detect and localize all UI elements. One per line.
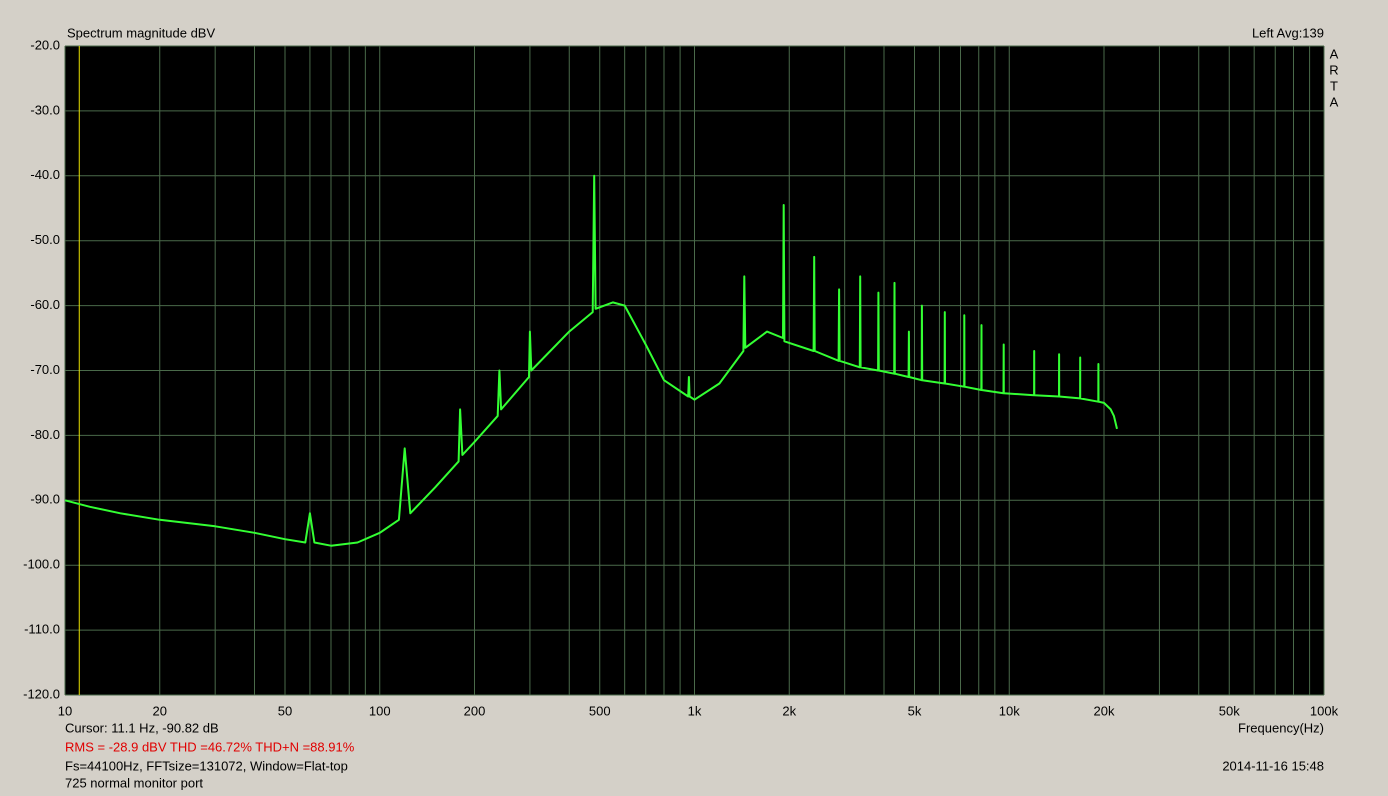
y-tick-label: -110.0 — [24, 622, 60, 637]
x-tick-label: 100k — [1310, 703, 1339, 718]
y-tick-label: -120.0 — [23, 686, 60, 701]
note: 725 normal monitor port — [65, 775, 203, 790]
x-tick-label: 200 — [464, 703, 486, 718]
brand-letter: A — [1330, 46, 1339, 61]
x-tick-label: 1k — [688, 703, 702, 718]
timestamp: 2014-11-16 15:48 — [1222, 758, 1324, 773]
y-tick-label: -70.0 — [30, 362, 60, 377]
x-tick-label: 2k — [782, 703, 796, 718]
chart-title: Spectrum magnitude dBV — [67, 25, 215, 40]
x-axis-label: Frequency(Hz) — [1238, 720, 1324, 735]
y-tick-label: -20.0 — [30, 37, 60, 52]
settings: Fs=44100Hz, FFTsize=131072, Window=Flat-… — [65, 758, 348, 773]
y-tick-label: -30.0 — [30, 102, 60, 117]
y-tick-label: -60.0 — [30, 297, 60, 312]
x-tick-label: 20 — [153, 703, 167, 718]
spectrum-line — [64, 174, 1118, 547]
x-tick-label: 5k — [908, 703, 922, 718]
y-tick-label: -90.0 — [30, 492, 60, 507]
x-tick-label: 50 — [278, 703, 292, 718]
x-tick-label: 10k — [999, 703, 1020, 718]
brand-letter: R — [1329, 62, 1338, 77]
y-tick-label: -80.0 — [30, 427, 60, 442]
x-tick-label: 20k — [1094, 703, 1115, 718]
cursor-readout: Cursor: 11.1 Hz, -90.82 dB — [65, 720, 219, 735]
x-tick-label: 50k — [1219, 703, 1240, 718]
brand-letter: T — [1330, 78, 1338, 93]
x-tick-label: 500 — [589, 703, 611, 718]
y-tick-label: -40.0 — [30, 167, 60, 182]
x-tick-label: 10 — [58, 703, 72, 718]
y-tick-label: -50.0 — [30, 232, 60, 247]
x-tick-label: 100 — [369, 703, 391, 718]
channel-label: Left Avg:139 — [1252, 25, 1324, 40]
y-tick-label: -100.0 — [23, 557, 60, 572]
stats: RMS = -28.9 dBV THD =46.72% THD+N =88.91… — [65, 739, 355, 754]
brand-letter: A — [1330, 94, 1339, 109]
